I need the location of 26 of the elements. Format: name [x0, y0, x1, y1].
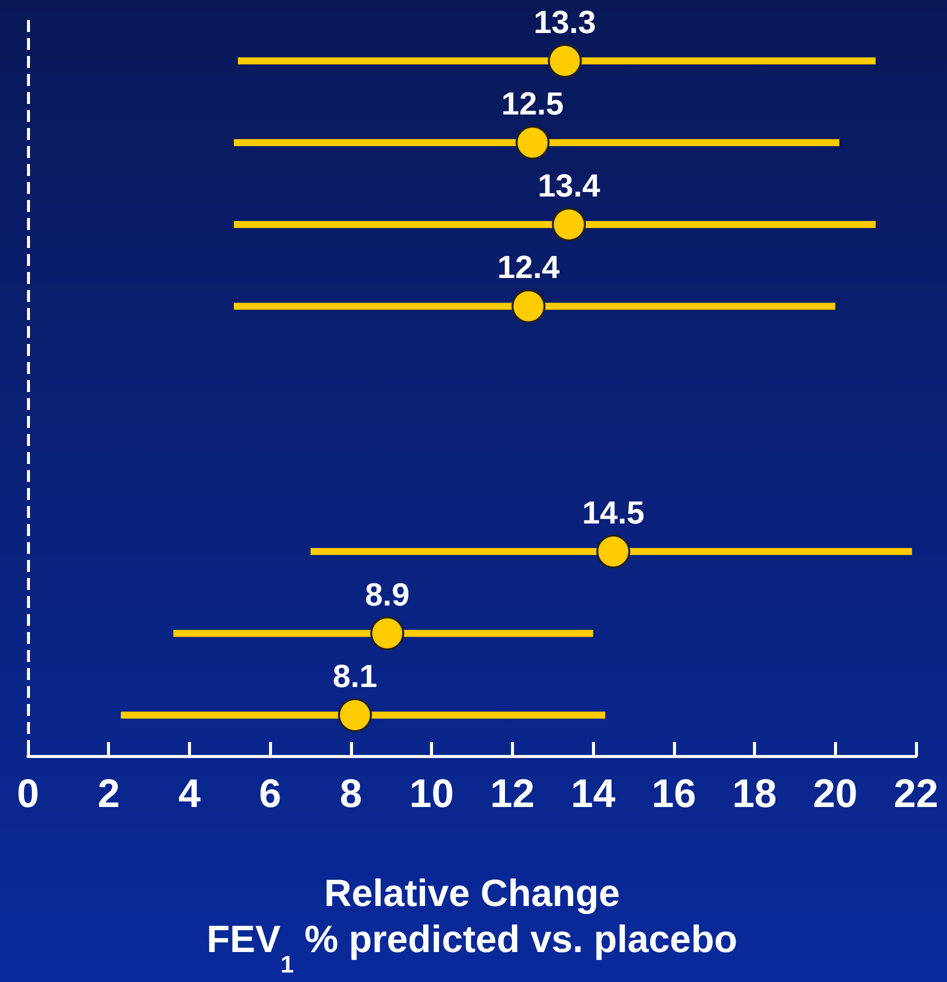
x-tick-label: 10 — [409, 772, 454, 816]
data-label: 13.3 — [534, 4, 596, 40]
point — [512, 289, 546, 324]
data-label: 8.1 — [332, 658, 378, 694]
point — [370, 616, 404, 650]
x-tick-label: 8 — [340, 772, 362, 816]
data-label: 13.4 — [538, 167, 600, 204]
point — [548, 44, 582, 78]
x-tick-label: 4 — [178, 772, 202, 816]
data-label: 8.9 — [364, 576, 410, 612]
x-tick-label: 20 — [813, 772, 858, 816]
x-tick-label: 12 — [490, 772, 535, 816]
x-tick-label: 22 — [894, 772, 938, 816]
data-label: 14.5 — [582, 494, 644, 531]
point — [596, 534, 630, 569]
x-tick-label: 18 — [732, 772, 777, 816]
data-label: 12.4 — [497, 249, 560, 286]
point — [338, 698, 372, 732]
x-tick-label: 0 — [16, 772, 40, 816]
x-tick-label: 6 — [259, 772, 282, 816]
point — [516, 126, 550, 160]
data-label: 12.5 — [501, 86, 564, 122]
x-tick-label: 2 — [98, 772, 120, 816]
x-tick-label: 16 — [652, 772, 696, 816]
x-tick-label: 14 — [570, 772, 616, 816]
point — [552, 207, 586, 242]
